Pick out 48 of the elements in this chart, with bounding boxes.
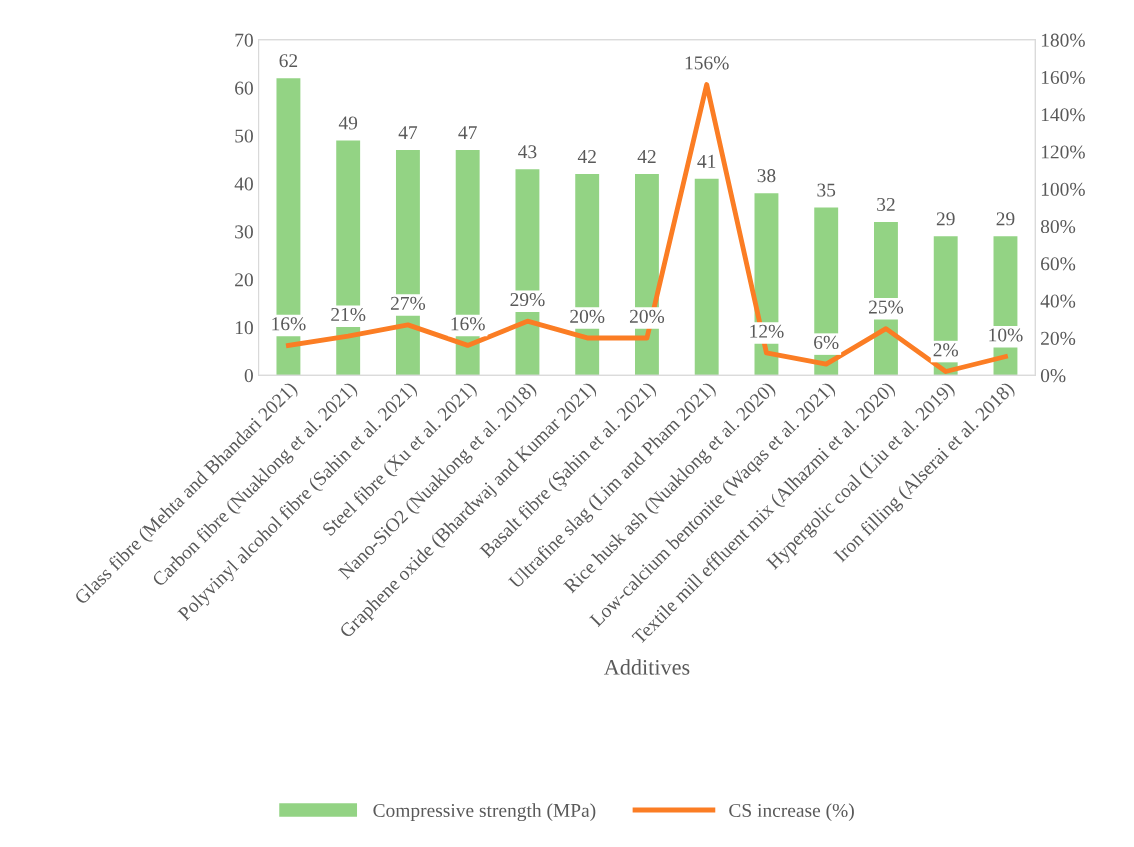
- y2-tick-label: 180%: [1041, 33, 1085, 47]
- data-label: 41: [697, 154, 716, 168]
- data-label: 38: [757, 169, 776, 183]
- data-label: 49: [338, 116, 358, 130]
- data-label: 2%: [933, 343, 959, 357]
- y-tick-label: 60: [235, 81, 253, 95]
- y2-tick-label: 120%: [1041, 145, 1085, 159]
- y2-tick-label: 60%: [1041, 257, 1076, 271]
- data-label: 21%: [331, 307, 366, 322]
- data-label: 16%: [451, 317, 485, 331]
- data-label: 20%: [570, 309, 605, 323]
- data-label: 25%: [868, 300, 904, 314]
- data-label: 47: [458, 126, 477, 139]
- legend-label: Compressive strength (MPa): [373, 803, 596, 822]
- data-label: 6%: [814, 335, 839, 350]
- data-label: 43: [518, 145, 537, 159]
- y-tick-label: 30: [235, 225, 253, 239]
- y2-tick-label: 140%: [1041, 108, 1085, 122]
- data-label: 29: [996, 212, 1015, 226]
- data-label: 32: [877, 197, 895, 211]
- data-label: 156%: [685, 56, 729, 70]
- bar: [694, 178, 719, 376]
- data-label: 62: [279, 54, 298, 68]
- data-label: 29: [936, 212, 955, 226]
- data-label: 29%: [510, 293, 545, 307]
- data-label: 10%: [989, 328, 1023, 342]
- x-axis-title: Additives: [603, 659, 690, 675]
- y2-tick-label: 80%: [1040, 219, 1076, 234]
- y2-tick-label: 40%: [1040, 294, 1076, 308]
- data-label: 35: [817, 183, 836, 197]
- y-tick-label: 0: [244, 369, 253, 383]
- y-tick-label: 50: [235, 129, 253, 143]
- data-label: 27%: [390, 296, 426, 310]
- y2-tick-label: 20%: [1041, 331, 1076, 345]
- data-label: 20%: [629, 309, 665, 323]
- y-tick-label: 10: [235, 321, 253, 335]
- data-label: 42: [577, 150, 596, 163]
- y2-tick-label: 100%: [1041, 182, 1085, 196]
- y-tick-label: 40: [234, 177, 253, 191]
- legend-label: CS increase (%): [729, 803, 854, 821]
- y2-tick-label: 160%: [1041, 70, 1085, 85]
- y-tick-label: 20: [235, 273, 253, 287]
- data-label: 42: [637, 150, 656, 163]
- data-label: 47: [398, 126, 418, 139]
- data-label: 12%: [750, 324, 784, 338]
- y2-tick-label: 0%: [1040, 369, 1066, 383]
- data-label: 16%: [272, 317, 306, 331]
- y-tick-label: 70: [235, 33, 253, 47]
